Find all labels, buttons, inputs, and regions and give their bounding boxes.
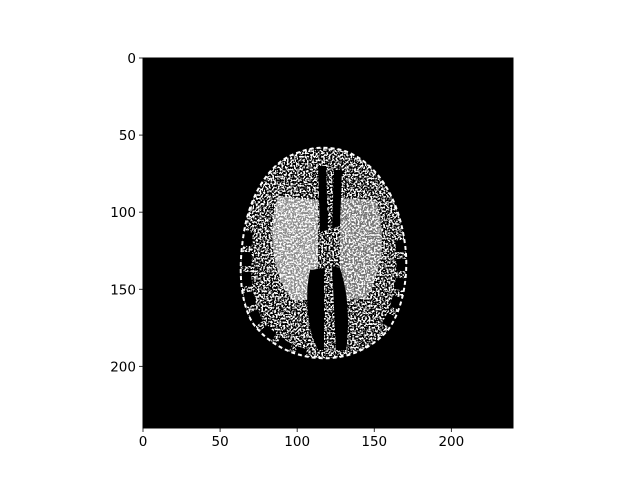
axes-frame xyxy=(142,57,514,429)
y-axis: 0 50 100 150 200 xyxy=(110,51,143,375)
x-tick-label: 100 xyxy=(284,434,310,450)
y-tick-label: 150 xyxy=(110,282,136,298)
y-tick-label: 0 xyxy=(127,51,136,67)
y-tick-label: 100 xyxy=(110,205,136,221)
image-panel xyxy=(142,57,514,429)
y-tick-label: 200 xyxy=(110,359,136,375)
brain-slice-image xyxy=(240,147,407,359)
x-axis: 0 50 100 150 200 xyxy=(139,428,464,450)
x-tick-label: 150 xyxy=(361,434,387,450)
x-tick-label: 50 xyxy=(211,434,228,450)
brain-outline xyxy=(239,146,408,360)
x-tick-label: 200 xyxy=(438,434,464,450)
y-tick-label: 50 xyxy=(119,128,136,144)
x-tick-label: 0 xyxy=(139,434,148,450)
